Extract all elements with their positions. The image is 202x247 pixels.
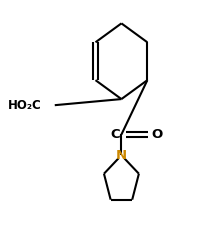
Text: O: O [151, 128, 162, 141]
Text: HO₂C: HO₂C [7, 99, 41, 112]
Text: N: N [115, 149, 126, 162]
Text: C: C [110, 128, 120, 141]
